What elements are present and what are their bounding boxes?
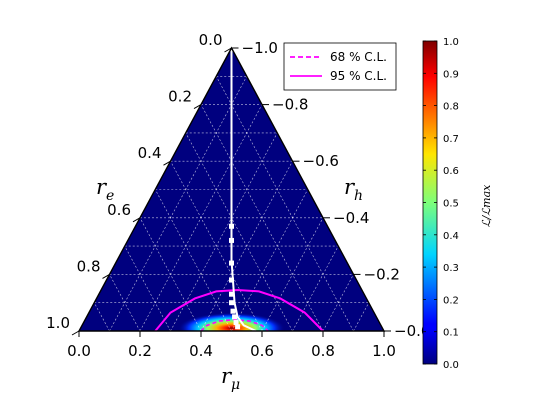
colorbar-tick-label: 0.5 [443, 199, 459, 210]
tick-label-bottom: 0.6 [250, 342, 274, 360]
tick-label-left: 0.4 [138, 144, 162, 162]
grid-line [353, 302, 370, 332]
legend-frame [283, 42, 397, 91]
grid-line [109, 274, 141, 332]
tick-mark-left [163, 160, 171, 166]
tick-label-right: −0.0 [394, 322, 430, 340]
best-fit-marker [229, 291, 234, 297]
grid-line [170, 161, 263, 332]
colorbar-tick-label: 0.4 [443, 231, 459, 242]
colorbar-tick-label: 0.2 [443, 295, 459, 306]
grid-line [170, 132, 278, 332]
colorbar-tick-label: 0.8 [443, 102, 459, 113]
colorbar-tick-label: 0.1 [443, 328, 459, 339]
colorbar-tick-label: 0.7 [443, 134, 459, 145]
colorbar: 0.0 0.1 0.2 0.3 0.4 0.5 0.6 0.7 0.8 0.9 1.0 ℒ/ℒmax [422, 37, 493, 371]
axis-title-bottom: rμ [221, 364, 240, 393]
tick-mark-left [132, 217, 141, 223]
tick-mark-left [193, 104, 202, 110]
tick-label-bottom: 1.0 [372, 342, 396, 360]
axis-title-right: rh [344, 175, 363, 204]
grid-line [231, 189, 309, 332]
best-fit-marker [229, 260, 234, 266]
ternary-plot-area [77, 46, 386, 332]
grid-line [109, 76, 248, 332]
colorbar-label: ℒ/ℒmax [480, 184, 493, 228]
tick-label-left: 1.0 [46, 314, 70, 332]
cl95-contour [154, 288, 324, 332]
grid-line [200, 104, 324, 332]
colorbar-tick-label: 0.0 [443, 360, 459, 371]
tick-mark-left [71, 330, 80, 336]
tick-label-left: 0.8 [77, 257, 101, 275]
tick-mark-left [102, 273, 110, 279]
tick-label-left: 0.0 [199, 31, 223, 49]
grid-line [185, 132, 293, 332]
tick-label-right: −0.6 [303, 152, 339, 170]
likelihood-peak [177, 312, 286, 331]
grid-line [124, 245, 171, 332]
colorbar-tick-label: 0.9 [443, 69, 459, 80]
colorbar-ticks: 0.0 0.1 0.2 0.3 0.4 0.5 0.6 0.7 0.8 0.9 1.0 [423, 37, 459, 371]
triangle-border [77, 46, 386, 332]
best-fit-marker [232, 314, 238, 320]
tick-label-bottom: 0.8 [311, 342, 335, 360]
tick-label-bottom: 0.2 [128, 342, 152, 360]
best-fit-marker [229, 300, 234, 306]
legend: 68 % C.L. 95 % C.L. [283, 42, 397, 91]
legend-label-cl68: 68 % C.L. [330, 50, 387, 64]
grid-line [292, 245, 339, 332]
ternary-grid [93, 76, 370, 332]
tick-label-right: −0.2 [364, 265, 400, 283]
best-fit-marker [229, 277, 234, 283]
best-fit-marker [233, 320, 239, 326]
best-fit-marker [230, 308, 236, 314]
tick-label-right: −1.0 [242, 39, 278, 57]
tick-label-right: −0.4 [333, 209, 369, 227]
tick-label-left: 0.6 [107, 201, 131, 219]
cl68-contour [200, 318, 269, 332]
grid-line [139, 217, 202, 332]
tick-label-bottom: 0.0 [67, 342, 91, 360]
tick-label-right: −0.8 [272, 96, 308, 114]
best-fit-marker [229, 223, 234, 229]
grid-line [93, 302, 110, 332]
best-fit-marker [235, 324, 241, 330]
tick-mark-left [224, 47, 232, 53]
tick-label-left: 0.2 [168, 88, 192, 106]
colorbar-tick-label: 1.0 [443, 37, 459, 48]
axis-ticks: 0.0 −0.0 0.0 0.2 −0.2 0.2 0.4 −0.4 0.4 0.6 −0.6 0.6… [46, 31, 430, 360]
legend-label-cl95: 95 % C.L. [330, 69, 387, 83]
colorbar-tick-label: 0.6 [443, 166, 459, 177]
best-fit-path-markers [229, 223, 241, 330]
grid-line [154, 189, 232, 332]
colorbar-tick-label: 0.3 [443, 263, 459, 274]
best-fit-marker [229, 237, 234, 243]
axis-title-left: re [96, 175, 114, 204]
grid-line [215, 76, 354, 332]
tick-label-bottom: 0.4 [189, 342, 213, 360]
